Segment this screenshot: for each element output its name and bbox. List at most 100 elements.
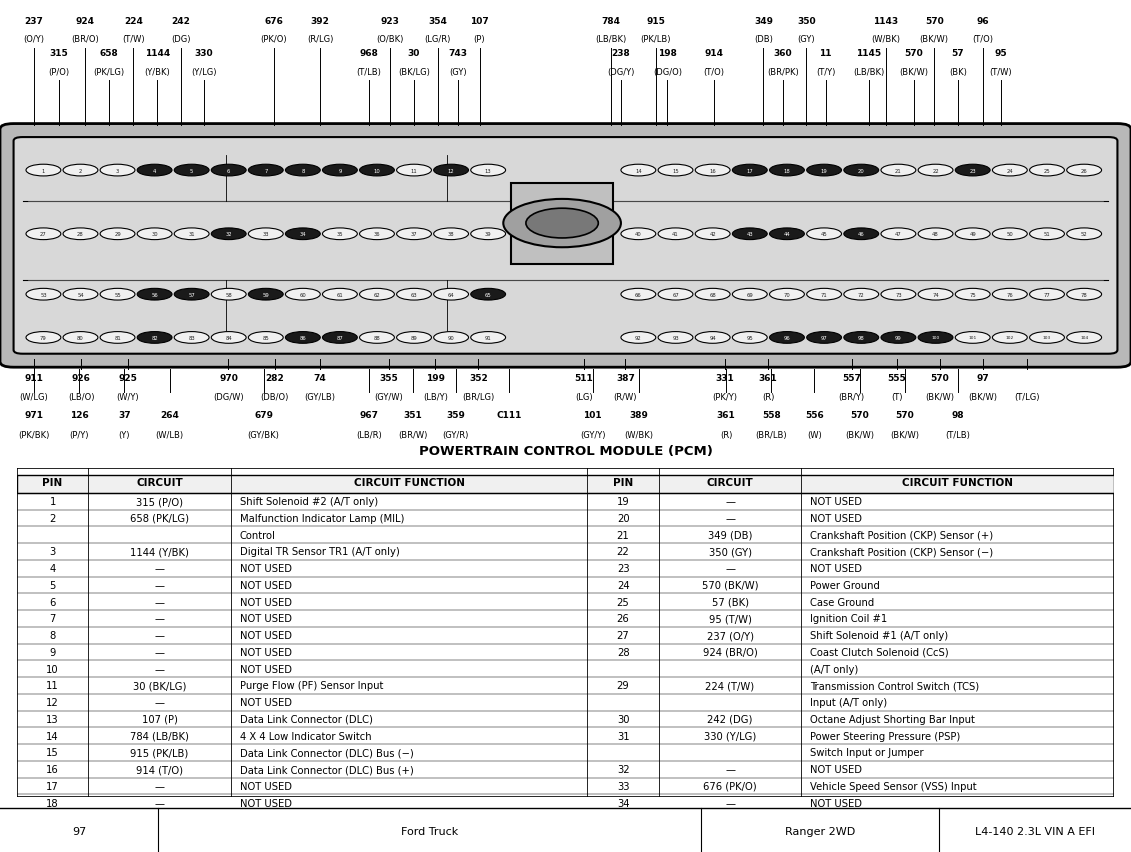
Text: Data Link Connector (DLC) Bus (+): Data Link Connector (DLC) Bus (+) (240, 764, 414, 774)
Ellipse shape (918, 289, 953, 301)
Text: 89: 89 (411, 336, 417, 341)
Text: NOT USED: NOT USED (240, 563, 292, 573)
Text: 18: 18 (784, 169, 791, 173)
Text: (T): (T) (891, 393, 903, 401)
Text: NOT USED: NOT USED (810, 797, 862, 808)
Text: 95: 95 (994, 49, 1008, 58)
Text: 264: 264 (161, 411, 179, 420)
Text: NOT USED: NOT USED (240, 580, 292, 590)
Text: —: — (155, 697, 165, 707)
Ellipse shape (26, 289, 61, 301)
Text: 95 (T/W): 95 (T/W) (709, 613, 751, 624)
Text: 101: 101 (968, 336, 977, 340)
Ellipse shape (1067, 289, 1102, 301)
Text: 24: 24 (1007, 169, 1013, 173)
Text: (T/W): (T/W) (990, 67, 1012, 77)
Text: 91: 91 (485, 336, 492, 341)
Ellipse shape (658, 228, 693, 240)
Text: 57: 57 (188, 292, 195, 297)
Text: 315 (P/O): 315 (P/O) (136, 497, 183, 507)
Text: 97: 97 (72, 826, 86, 836)
Ellipse shape (844, 165, 879, 176)
Text: Malfunction Indicator Lamp (MIL): Malfunction Indicator Lamp (MIL) (240, 513, 404, 523)
Text: 64: 64 (448, 292, 455, 297)
Ellipse shape (621, 289, 656, 301)
Text: —: — (155, 563, 165, 573)
Text: 570: 570 (851, 411, 869, 420)
Text: 25: 25 (1044, 169, 1051, 173)
Text: 1145: 1145 (856, 49, 881, 58)
Text: 86: 86 (300, 336, 307, 341)
Text: 40: 40 (634, 232, 641, 237)
Text: (BK/LG): (BK/LG) (398, 67, 430, 77)
Text: 349: 349 (754, 16, 772, 26)
Text: (O/BK): (O/BK) (377, 35, 404, 44)
Text: 389: 389 (630, 411, 648, 420)
Text: 85: 85 (262, 336, 269, 341)
Text: 679: 679 (254, 411, 273, 420)
Text: 352: 352 (469, 374, 487, 383)
Text: 224 (T/W): 224 (T/W) (706, 681, 754, 691)
Text: (O/Y): (O/Y) (24, 35, 44, 44)
Text: 10: 10 (46, 664, 59, 674)
Text: 69: 69 (746, 292, 753, 297)
Text: 72: 72 (858, 292, 864, 297)
Text: 361: 361 (759, 374, 777, 383)
Text: NOT USED: NOT USED (810, 497, 862, 507)
Ellipse shape (285, 332, 320, 344)
Ellipse shape (322, 332, 357, 344)
Text: POWERTRAIN CONTROL MODULE (PCM): POWERTRAIN CONTROL MODULE (PCM) (418, 445, 713, 458)
Text: NOT USED: NOT USED (810, 563, 862, 573)
Text: Ranger 2WD: Ranger 2WD (785, 826, 855, 836)
Text: NOT USED: NOT USED (810, 764, 862, 774)
Text: (P): (P) (474, 35, 485, 44)
Ellipse shape (1029, 228, 1064, 240)
Ellipse shape (360, 332, 395, 344)
Text: 19: 19 (616, 497, 630, 507)
Text: 24: 24 (616, 580, 630, 590)
Text: 1: 1 (50, 497, 55, 507)
Text: 53: 53 (40, 292, 46, 297)
Text: (PK/LB): (PK/LB) (641, 35, 671, 44)
Text: Coast Clutch Solenoid (CcS): Coast Clutch Solenoid (CcS) (810, 648, 949, 657)
Ellipse shape (137, 228, 172, 240)
Ellipse shape (322, 165, 357, 176)
Ellipse shape (733, 165, 767, 176)
Text: 74: 74 (932, 292, 939, 297)
Text: 94: 94 (709, 336, 716, 341)
Text: 78: 78 (1081, 292, 1088, 297)
Text: 914: 914 (705, 49, 723, 58)
Text: 224: 224 (124, 16, 143, 26)
Text: (DB/O): (DB/O) (260, 393, 290, 401)
Text: 41: 41 (672, 232, 679, 237)
Text: —: — (155, 630, 165, 641)
Text: Crankshaft Position (CKP) Sensor (+): Crankshaft Position (CKP) Sensor (+) (810, 530, 993, 540)
Text: NOT USED: NOT USED (240, 664, 292, 674)
Ellipse shape (63, 332, 98, 344)
Text: 34: 34 (616, 797, 629, 808)
Text: 355: 355 (380, 374, 398, 383)
Text: 65: 65 (485, 292, 492, 297)
Ellipse shape (137, 332, 172, 344)
Text: 61: 61 (337, 292, 344, 297)
Text: 66: 66 (634, 292, 641, 297)
Text: 4 X 4 Low Indicator Switch: 4 X 4 Low Indicator Switch (240, 731, 371, 740)
Text: (PK/LG): (PK/LG) (93, 67, 124, 77)
Ellipse shape (174, 228, 209, 240)
Text: (BR/LG): (BR/LG) (463, 393, 494, 401)
Text: (GY/R): (GY/R) (442, 430, 469, 440)
Text: 971: 971 (25, 411, 43, 420)
Text: 8: 8 (301, 169, 304, 173)
Ellipse shape (101, 332, 135, 344)
Text: 237 (O/Y): 237 (O/Y) (707, 630, 753, 641)
Text: NOT USED: NOT USED (810, 513, 862, 523)
Text: 99: 99 (895, 336, 901, 341)
Text: 570: 570 (925, 16, 943, 26)
Text: 52: 52 (1081, 232, 1088, 237)
Ellipse shape (101, 228, 135, 240)
Text: Ignition Coil #1: Ignition Coil #1 (810, 613, 888, 624)
Text: 74: 74 (313, 374, 327, 383)
Text: 44: 44 (784, 232, 791, 237)
Ellipse shape (322, 228, 357, 240)
Circle shape (526, 209, 598, 239)
